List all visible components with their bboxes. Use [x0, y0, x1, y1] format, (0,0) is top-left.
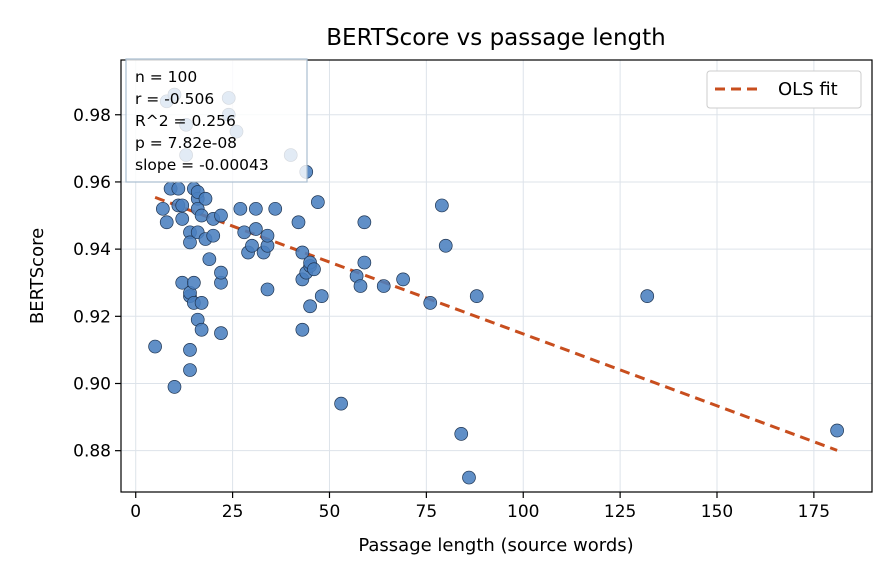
data-point	[334, 396, 348, 411]
legend: OLS fit	[706, 70, 862, 109]
data-point	[194, 208, 209, 223]
data-point	[307, 262, 321, 277]
data-point	[260, 282, 275, 297]
data-point	[214, 208, 228, 223]
x-tick-label: 75	[416, 502, 438, 522]
y-tick-label: 0.94	[73, 240, 111, 260]
stats-line: r = -0.506	[135, 90, 214, 108]
data-point	[233, 201, 248, 216]
data-point	[183, 363, 197, 377]
y-tick-label: 0.88	[73, 442, 111, 462]
data-point	[175, 198, 190, 213]
data-point	[206, 228, 221, 243]
y-tick-label: 0.98	[73, 106, 111, 126]
y-axis-label: BERTScore	[27, 228, 48, 324]
y-axis-ticks: 0.88 0.90 0.92 0.94 0.96 0.98	[73, 106, 121, 462]
grid-lines	[121, 60, 872, 492]
data-point	[249, 222, 263, 236]
x-tick-label: 175	[798, 502, 830, 522]
data-point	[194, 322, 209, 337]
data-point	[295, 322, 310, 337]
data-point	[396, 272, 410, 287]
data-point	[183, 343, 197, 357]
legend-label-fit-line: OLS fit	[778, 79, 838, 100]
data-point	[311, 195, 325, 209]
data-point	[183, 235, 197, 250]
data-point	[295, 245, 310, 260]
data-point	[260, 228, 275, 243]
data-point	[462, 470, 476, 485]
data-point	[268, 201, 283, 216]
x-tick-label: 25	[222, 502, 244, 522]
data-point	[245, 238, 259, 253]
chart-title: BERTScore vs passage length	[326, 25, 665, 51]
data-point	[167, 380, 182, 394]
data-point	[438, 238, 453, 253]
stats-line: p = 7.82e-08	[135, 134, 237, 152]
stats-line: R^2 = 0.256	[135, 112, 236, 130]
data-point	[175, 212, 190, 226]
x-axis-label: Passage length (source words)	[358, 535, 633, 556]
plot-frame	[120, 59, 873, 493]
x-tick-label: 100	[507, 502, 539, 522]
y-tick-label: 0.92	[73, 307, 111, 327]
x-tick-label: 125	[604, 502, 636, 522]
data-point	[187, 275, 201, 290]
data-point	[376, 279, 391, 293]
data-point	[171, 181, 186, 196]
data-point	[640, 289, 655, 304]
y-tick-label: 0.96	[73, 173, 111, 193]
data-point	[159, 215, 174, 230]
data-point	[237, 225, 252, 240]
x-axis-ticks: 0 25 50 75 100 125 150 175	[130, 492, 830, 522]
data-point	[454, 427, 469, 441]
data-point	[469, 289, 484, 304]
data-point	[198, 191, 213, 206]
stats-box-frame	[125, 58, 308, 183]
data-point	[214, 326, 228, 340]
data-point	[303, 299, 317, 314]
legend-frame	[706, 70, 862, 109]
data-point	[214, 265, 228, 280]
data-point	[249, 201, 263, 216]
data-point	[357, 215, 372, 230]
stats-line: slope = -0.00043	[135, 156, 269, 174]
y-tick-label: 0.90	[73, 374, 111, 394]
data-point	[291, 215, 306, 230]
data-point	[423, 296, 438, 310]
data-point	[194, 296, 209, 310]
stats-line: n = 100	[135, 68, 197, 86]
x-tick-label: 150	[701, 502, 733, 522]
data-point	[314, 289, 329, 304]
data-point	[202, 252, 217, 267]
data-point	[156, 201, 170, 216]
data-point	[148, 339, 162, 354]
data-point	[830, 423, 844, 438]
x-tick-label: 50	[319, 502, 341, 522]
data-point	[435, 198, 449, 213]
data-point	[357, 255, 372, 270]
stats-box: n = 100 r = -0.506 R^2 = 0.256 p = 7.82e…	[125, 58, 308, 183]
data-point	[353, 279, 368, 293]
x-tick-label: 0	[130, 502, 141, 522]
